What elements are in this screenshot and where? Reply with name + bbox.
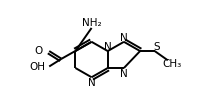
Text: N: N xyxy=(120,33,128,43)
Text: S: S xyxy=(154,42,160,52)
Text: OH: OH xyxy=(29,62,45,72)
Text: NH₂: NH₂ xyxy=(82,18,101,28)
Text: N: N xyxy=(104,42,112,52)
Text: CH₃: CH₃ xyxy=(163,59,182,69)
Text: O: O xyxy=(34,45,43,55)
Text: N: N xyxy=(88,77,95,87)
Text: N: N xyxy=(120,68,128,78)
